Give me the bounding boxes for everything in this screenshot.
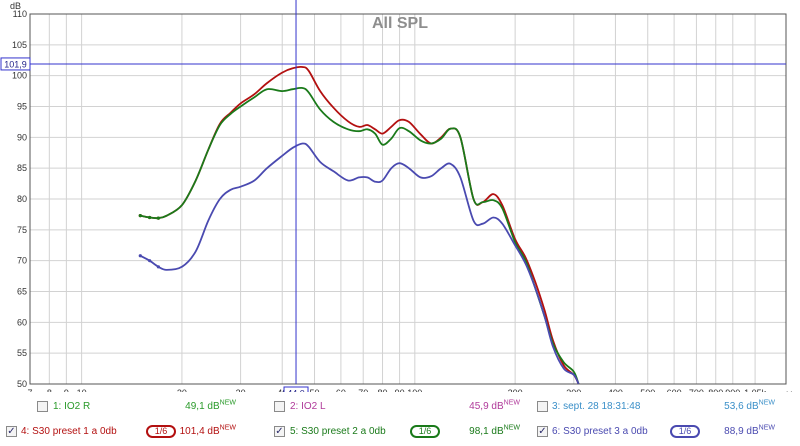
cursor-y-readout: 101,9 [4, 59, 27, 69]
series-point-6 [138, 254, 142, 258]
legend-item-1[interactable]: 1: IO2 R 49,1 dBNEW [0, 396, 260, 418]
x-tick-label: 80 [378, 388, 388, 392]
x-tick-label: 400 [608, 388, 623, 392]
x-tick-label: 1,05k [744, 388, 767, 392]
smoothing-badge-4[interactable]: 1/6 [146, 425, 176, 438]
legend-label-3: 3: sept. 28 18:31:48 [552, 401, 641, 412]
x-tick-label: 700 [689, 388, 704, 392]
x-tick-label: 50 [310, 388, 320, 392]
x-tick-label: 200 [508, 388, 523, 392]
x-tick-label: 900 [725, 388, 740, 392]
x-tick-label: 70 [358, 388, 368, 392]
x-tick-label: 90 [395, 388, 405, 392]
legend-item-4[interactable]: ✓ 4: S30 preset 1 a 0db 1/6 101,4 dBNEW [0, 421, 260, 443]
y-tick-label: 110 [13, 9, 27, 19]
cursor[interactable]: 101,9 44,0 [0, 0, 786, 393]
legend-value-2: 45,9 dBNEW [469, 399, 520, 412]
series-point-6 [156, 265, 161, 269]
series-point-5 [156, 216, 161, 220]
legend-value-1: 49,1 dBNEW [185, 399, 236, 412]
legend-value-4: 101,4 dBNEW [179, 424, 236, 437]
smoothing-badge-5[interactable]: 1/6 [410, 425, 440, 438]
x-tick-label: 100 [407, 388, 422, 392]
y-tick-label: 80 [17, 194, 27, 204]
spl-chart[interactable]: 50 55 60 65 70 75 80 85 90 95 100 105 110 7 8 9 10 20 30 4… [0, 0, 800, 392]
y-tick-label: 55 [17, 348, 27, 358]
plot-frame [29, 13, 787, 385]
x-tick-label: 500 [640, 388, 655, 392]
legend-checkbox-4[interactable]: ✓ [6, 426, 17, 437]
legend-item-6[interactable]: ✓ 6: S30 preset 3 a 0db 1/6 88,9 dBNEW [535, 421, 795, 443]
legend-checkbox-3[interactable] [537, 401, 548, 412]
grid [29, 13, 786, 385]
cursor-y-readout-box [0, 57, 31, 71]
series-point-5 [148, 215, 152, 220]
series-point-6 [148, 259, 152, 263]
legend-checkbox-2[interactable] [274, 401, 285, 412]
cursor-x-readout: 44,0 [287, 389, 305, 393]
y-tick-label: 60 [17, 317, 27, 327]
chart-title: All SPL [372, 15, 428, 32]
legend-value-5: 98,1 dBNEW [469, 424, 520, 437]
series-line-6 [139, 142, 580, 385]
y-tick-label: 95 [17, 102, 27, 112]
y-tick-label: 75 [17, 225, 27, 235]
legend-checkbox-1[interactable] [37, 401, 48, 412]
series-layer [138, 65, 580, 385]
y-axis-unit: dB [10, 1, 21, 11]
smoothing-badge-6[interactable]: 1/6 [670, 425, 700, 438]
legend-label-1: 1: IO2 R [53, 401, 91, 412]
legend-item-2[interactable]: 2: IO2 L 45,9 dBNEW [270, 396, 530, 418]
x-tick-label: 40 [277, 388, 287, 392]
plot-border [29, 13, 787, 385]
x-tick-label: 600 [667, 388, 682, 392]
legend-checkbox-5[interactable]: ✓ [274, 426, 285, 437]
x-tick-label: 30 [236, 388, 246, 392]
y-tick-label: 65 [17, 287, 27, 297]
series-point-5 [138, 214, 142, 218]
x-tick-label: 10 [77, 388, 87, 392]
x-axis-ticks: 7 8 9 10 20 30 40 50 60 70 80 90100 200 300 400 500 600 7… [27, 388, 766, 392]
legend-label-4: 4: S30 preset 1 a 0db [21, 426, 117, 437]
y-tick-label: 90 [17, 132, 27, 142]
x-tick-label: 8 [47, 388, 52, 392]
x-tick-label: 800 [708, 388, 723, 392]
legend-value-3: 53,6 dBNEW [724, 399, 775, 412]
x-tick-label: 300 [566, 388, 581, 392]
legend-label-2: 2: IO2 L [290, 401, 326, 412]
legend-label-5: 5: S30 preset 2 a 0db [290, 426, 386, 437]
y-tick-label: 50 [17, 379, 27, 389]
y-tick-label: 85 [17, 163, 27, 173]
y-axis-ticks: 50 55 60 65 70 75 80 85 90 95 100 105 110 [12, 9, 27, 389]
legend-item-3[interactable]: 3: sept. 28 18:31:48 53,6 dBNEW [535, 396, 795, 418]
x-tick-label: 60 [336, 388, 346, 392]
x-tick-label: 7 [27, 388, 32, 392]
legend-item-5[interactable]: ✓ 5: S30 preset 2 a 0db 1/6 98,1 dBNEW [270, 421, 530, 443]
legend-value-6: 88,9 dBNEW [724, 424, 775, 437]
legend-row-2: ✓ 4: S30 preset 1 a 0db 1/6 101,4 dBNEW … [0, 421, 800, 443]
y-tick-label: 105 [12, 40, 27, 50]
legend-label-6: 6: S30 preset 3 a 0db [552, 426, 648, 437]
x-tick-label: 9 [64, 388, 69, 392]
legend-row-1: 1: IO2 R 49,1 dBNEW 2: IO2 L 45,9 dBNEW … [0, 396, 800, 418]
y-tick-label: 70 [17, 256, 27, 266]
x-axis-unit: Hz [786, 390, 797, 392]
legend-checkbox-6[interactable]: ✓ [537, 426, 548, 437]
x-tick-label: 20 [177, 388, 187, 392]
y-tick-label: 100 [12, 71, 27, 81]
cursor-x-readout-box [283, 386, 309, 392]
series-line-5 [140, 86, 580, 385]
legend-panel: 1: IO2 R 49,1 dBNEW 2: IO2 L 45,9 dBNEW … [0, 396, 800, 446]
